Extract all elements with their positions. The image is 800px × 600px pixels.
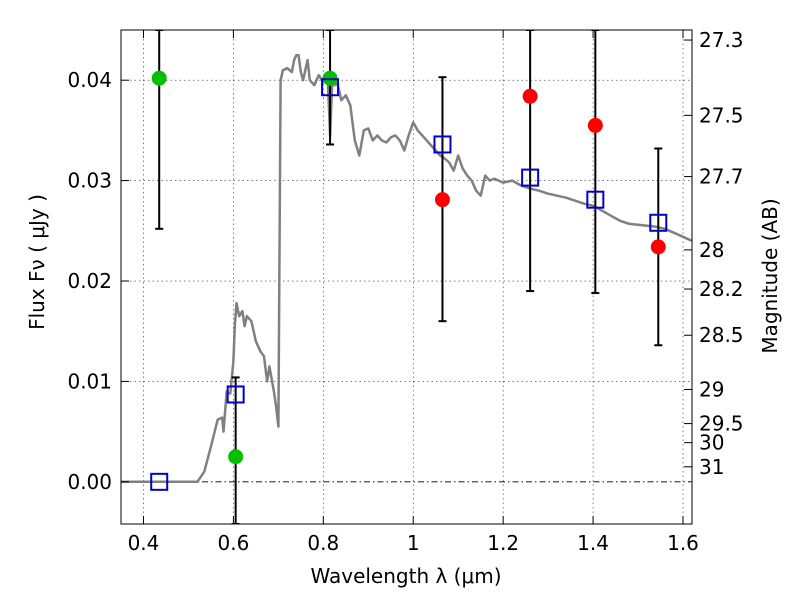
y2-tick-label: 27.7 [699, 165, 744, 189]
x-tick-label: 0.8 [307, 531, 339, 555]
y2-tick-label: 28 [699, 238, 724, 262]
y2-tick-label: 27.3 [699, 28, 744, 52]
x-tick-label: 1.2 [487, 531, 519, 555]
data-point-circle [650, 239, 666, 255]
y-tick-label: 0.04 [67, 68, 112, 92]
data-point-square [321, 78, 340, 97]
y-tick-label: 0.03 [67, 169, 112, 193]
data-point-circle [522, 88, 538, 104]
y2-tick-label: 27.5 [699, 103, 744, 127]
x-axis-title: Wavelength λ (μm) [310, 564, 501, 588]
data-point-square [226, 385, 245, 404]
data-point-square [521, 168, 540, 187]
y2-tick-label: 29.5 [699, 412, 744, 436]
plot-area [121, 30, 692, 524]
data-point-circle [151, 70, 167, 86]
data-point-circle [322, 70, 338, 86]
data-point-circle [434, 192, 450, 208]
y2-axis-title: Magnitude (AB) [758, 198, 782, 353]
data-point-square [649, 213, 668, 232]
x-tick-label: 0.6 [217, 531, 249, 555]
axes: 0.4 0.6 0.8 1 1.2 1.4 1.6 0.00 0.01 0.02 0.03 0.04 2… [67, 28, 743, 555]
plot-frame [120, 29, 693, 525]
y2-tick-label: 30 [699, 431, 724, 455]
data-point-circle [228, 449, 244, 465]
y2-tick-label: 29 [699, 377, 724, 401]
y-axis-title: Flux Fν ( μJy ) [25, 194, 49, 330]
x-tick-label: 0.4 [128, 531, 160, 555]
data-point-square [586, 190, 605, 209]
data-point-square [150, 472, 169, 491]
y2-tick-label: 31 [699, 455, 724, 479]
x-tick-label: 1 [407, 531, 420, 555]
data-point-square [433, 135, 452, 154]
y2-tick-label: 28.5 [699, 323, 744, 347]
y-tick-label: 0.02 [67, 269, 112, 293]
data-point-circle [587, 117, 603, 133]
model-spectrum-line [121, 53, 692, 484]
x-tick-label: 1.4 [577, 531, 609, 555]
grid [121, 30, 692, 524]
y-tick-label: 0.00 [67, 470, 112, 494]
y2-tick-label: 28.2 [699, 277, 744, 301]
x-tick-label: 1.6 [667, 531, 699, 555]
y-tick-label: 0.01 [67, 369, 112, 393]
